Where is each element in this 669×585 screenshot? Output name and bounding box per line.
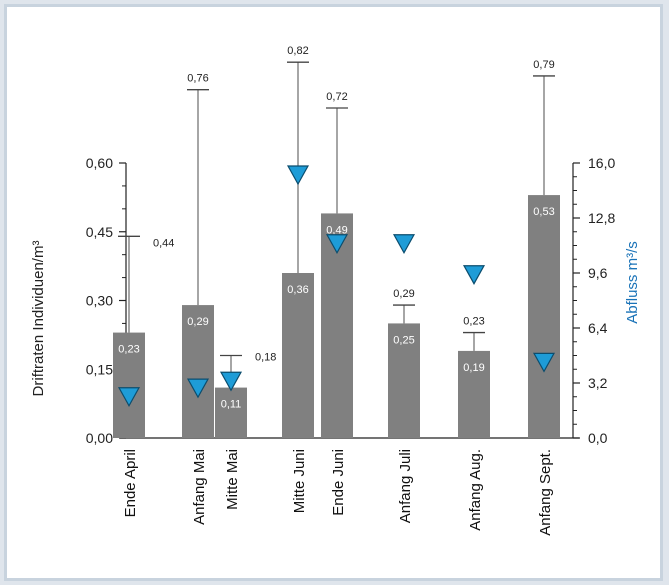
right-tick-label: 9,6 [588, 265, 608, 281]
bar [215, 387, 247, 438]
bar-value-label: 0,19 [463, 362, 484, 374]
bar-value-label: 0,53 [533, 206, 554, 218]
bar-value-label: 0,49 [326, 224, 347, 236]
y-axis-title-left: Driftraten Individuen/m³ [30, 241, 47, 397]
discharge-marker [186, 378, 210, 399]
category-label: Anfang Sept. [537, 449, 554, 536]
category-label: Ende April [122, 449, 139, 517]
bar [113, 332, 145, 438]
bars: 0,23 0,29 0,11 0,36 0,49 0,25 0,19 0,53 [113, 195, 560, 438]
bar [528, 195, 560, 438]
category-label: Mitte Mai [224, 449, 241, 510]
error-value-label: 0,76 [187, 73, 208, 85]
discharge-markers [117, 165, 556, 407]
discharge-marker [532, 352, 556, 373]
left-tick-label: 0,15 [86, 361, 113, 377]
discharge-marker [462, 265, 486, 285]
category-label: Anfang Juli [397, 449, 414, 523]
chart-frame: 0,00 0,15 0,30 0,45 0,60 0,0 3,2 6,4 9,6 12,8 16,… [4, 4, 663, 581]
category-label: Anfang Aug. [467, 449, 484, 531]
discharge-marker [392, 234, 416, 255]
bar-value-label: 0,25 [393, 334, 414, 346]
left-tick-label: 0,60 [86, 155, 113, 171]
right-axis-ticks: 0,0 3,2 6,4 9,6 12,8 16,0 [573, 155, 615, 446]
error-value-label: 0,72 [326, 91, 347, 103]
right-tick-label: 0,0 [588, 430, 608, 446]
bar [282, 273, 314, 438]
bar-value-label: 0,36 [287, 284, 308, 296]
error-value-label: 0,18 [255, 352, 276, 364]
left-tick-label: 0,00 [86, 430, 113, 446]
y-axis-title-right: Abfluss m³/s [624, 241, 641, 324]
bar-value-label: 0,11 [221, 399, 242, 411]
category-labels: Ende April Anfang Mai Mitte Mai Mitte Juni E… [122, 449, 554, 536]
bar [182, 305, 214, 438]
error-value-label: 0,29 [393, 288, 414, 300]
error-value-label: 0,23 [463, 316, 484, 328]
category-label: Mitte Juni [291, 449, 308, 513]
right-tick-label: 12,8 [588, 210, 615, 226]
right-tick-label: 3,2 [588, 375, 608, 391]
left-tick-label: 0,30 [86, 293, 113, 309]
error-value-label: 0,44 [153, 237, 174, 249]
chart-svg: 0,00 0,15 0,30 0,45 0,60 0,0 3,2 6,4 9,6 12,8 16,… [30, 45, 641, 536]
error-value-label: 0,82 [287, 45, 308, 57]
discharge-marker [325, 234, 349, 255]
bar [388, 323, 420, 438]
bar-value-label: 0,29 [187, 316, 208, 328]
left-tick-label: 0,45 [86, 224, 113, 240]
discharge-marker [219, 371, 243, 392]
category-label: Anfang Mai [191, 449, 208, 525]
bar-value-label: 0,23 [118, 344, 139, 356]
error-value-label: 0,79 [533, 59, 554, 71]
discharge-marker [117, 387, 141, 407]
bar [458, 350, 490, 438]
right-tick-label: 6,4 [588, 320, 608, 336]
right-tick-label: 16,0 [588, 155, 615, 171]
left-axis-ticks: 0,00 0,15 0,30 0,45 0,60 [86, 155, 126, 446]
discharge-marker [286, 165, 310, 186]
category-label: Ende Juni [330, 449, 347, 516]
